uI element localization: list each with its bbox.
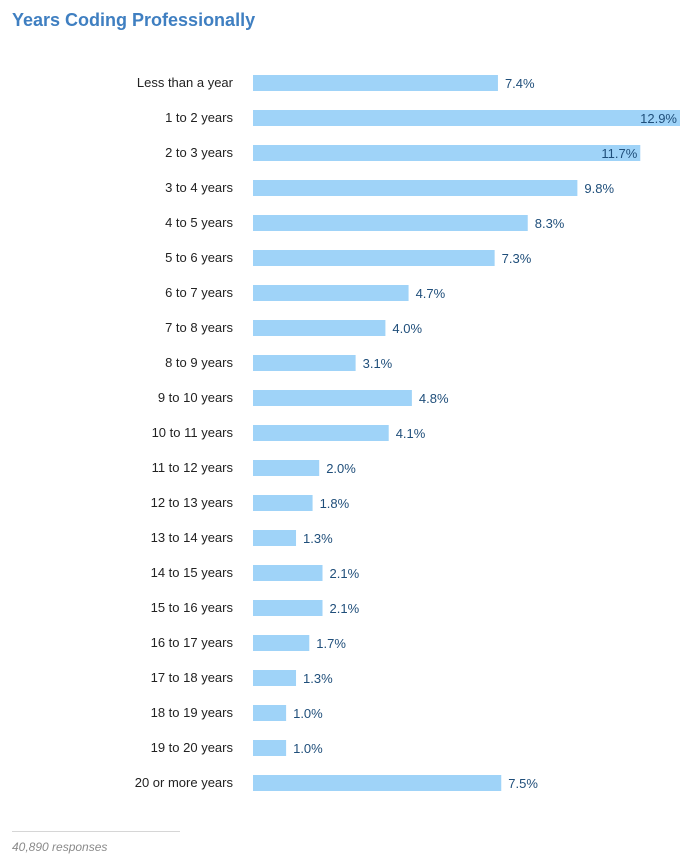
bar [253, 320, 386, 336]
category-label: 11 to 12 years [152, 460, 234, 475]
bar [253, 180, 578, 196]
category-label: 18 to 19 years [151, 705, 234, 720]
value-label: 4.8% [419, 391, 449, 406]
category-label: 14 to 15 years [151, 565, 234, 580]
value-label: 3.1% [363, 356, 393, 371]
value-label: 4.0% [392, 321, 422, 336]
value-label: 2.1% [330, 601, 360, 616]
bar [253, 75, 498, 91]
bar [253, 355, 356, 371]
value-label: 1.7% [316, 636, 346, 651]
category-label: 5 to 6 years [165, 250, 233, 265]
value-label: 7.3% [502, 251, 532, 266]
category-label: 15 to 16 years [151, 600, 234, 615]
category-label: 17 to 18 years [151, 670, 234, 685]
bar [253, 460, 320, 476]
bar [253, 600, 323, 616]
bar [253, 285, 409, 301]
value-label: 7.4% [505, 76, 535, 91]
category-label: Less than a year [137, 75, 234, 90]
bar [253, 705, 287, 721]
value-label: 9.8% [584, 181, 614, 196]
category-label: 4 to 5 years [165, 215, 233, 230]
value-label: 7.5% [508, 776, 538, 791]
category-label: 13 to 14 years [151, 530, 234, 545]
category-label: 16 to 17 years [151, 635, 234, 650]
bar [253, 425, 389, 441]
category-label: 10 to 11 years [152, 425, 234, 440]
bar [253, 740, 287, 756]
value-label: 2.0% [326, 461, 356, 476]
value-label: 1.3% [303, 531, 333, 546]
category-label: 12 to 13 years [151, 495, 234, 510]
value-label: 8.3% [535, 216, 565, 231]
bar [253, 250, 495, 266]
bar [253, 670, 297, 686]
category-label: 3 to 4 years [165, 180, 233, 195]
bar [253, 495, 313, 511]
category-label: 1 to 2 years [165, 110, 233, 125]
value-label: 1.0% [293, 741, 323, 756]
category-label: 2 to 3 years [165, 145, 233, 160]
bar [253, 145, 641, 161]
bar [253, 215, 528, 231]
bar [253, 110, 680, 126]
bar [253, 635, 310, 651]
chart-title: Years Coding Professionally [12, 10, 256, 30]
value-label: 1.8% [320, 496, 350, 511]
value-label: 4.7% [416, 286, 446, 301]
bar-chart: Less than a year 7.4% 1 to 2 years 12.9% 2 t… [135, 75, 680, 791]
category-label: 6 to 7 years [165, 285, 233, 300]
value-label: 2.1% [330, 566, 360, 581]
category-label: 9 to 10 years [158, 390, 234, 405]
category-label: 20 or more years [135, 775, 234, 790]
bar [253, 775, 502, 791]
bar [253, 530, 297, 546]
category-label: 19 to 20 years [151, 740, 234, 755]
response-count: 40,890 responses [12, 840, 108, 854]
category-label: 8 to 9 years [165, 355, 233, 370]
value-label: 12.9% [640, 111, 677, 126]
value-label: 1.0% [293, 706, 323, 721]
value-label: 4.1% [396, 426, 426, 441]
value-label: 1.3% [303, 671, 333, 686]
bar [253, 390, 412, 406]
category-label: 7 to 8 years [165, 320, 233, 335]
bar [253, 565, 323, 581]
value-label: 11.7% [601, 146, 637, 161]
footer-divider [12, 831, 180, 832]
